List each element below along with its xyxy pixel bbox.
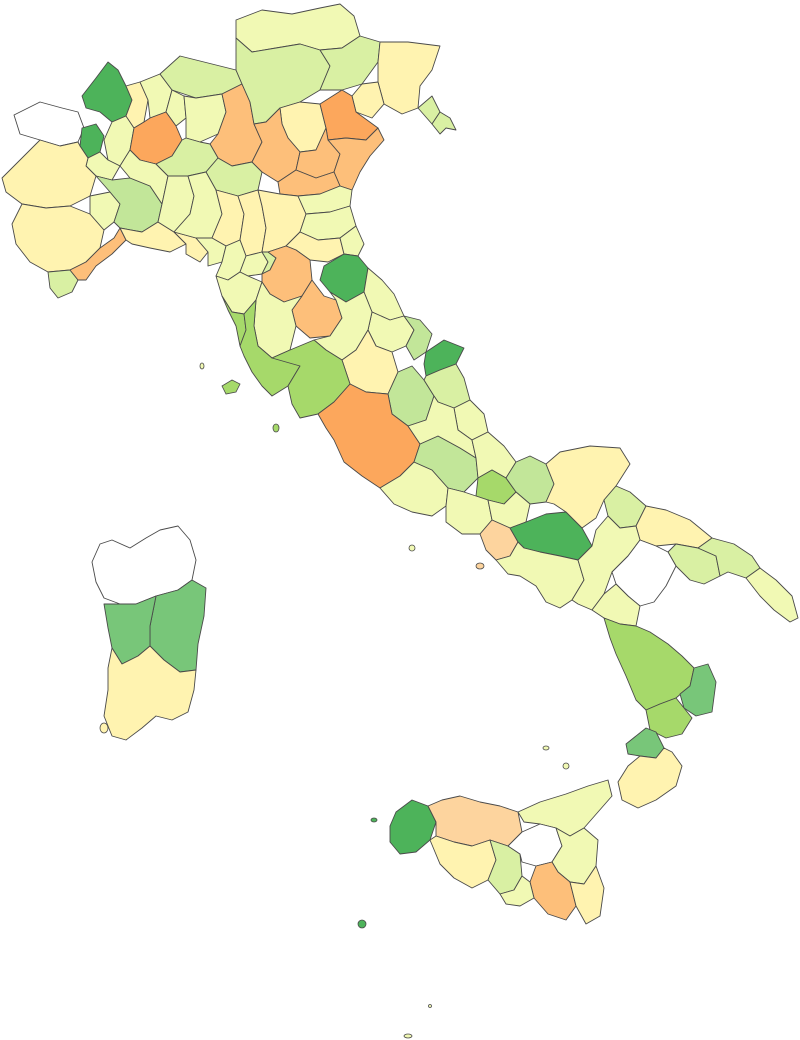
province-lecce bbox=[745, 567, 799, 623]
province-matera bbox=[611, 539, 677, 607]
province-agrigento bbox=[429, 835, 497, 889]
province-sud-sardegna bbox=[103, 645, 197, 741]
island-pantelleria bbox=[357, 919, 367, 929]
island-ponza bbox=[408, 544, 416, 552]
island-capraia bbox=[199, 362, 205, 370]
province-reggio-calabria bbox=[617, 747, 683, 809]
island-linosa bbox=[428, 1004, 432, 1008]
island-ischia bbox=[475, 562, 485, 570]
province-rimini bbox=[339, 225, 365, 257]
province-torino bbox=[1, 139, 97, 209]
island-eolie-2 bbox=[562, 762, 570, 770]
island-egadi-1 bbox=[370, 817, 378, 823]
province-bari bbox=[635, 505, 713, 549]
province-venezia bbox=[327, 127, 385, 191]
island-giglio bbox=[272, 423, 280, 433]
island-eolie-1 bbox=[542, 745, 550, 751]
province-trapani bbox=[389, 799, 437, 855]
island-lampedusa bbox=[403, 1033, 413, 1039]
province-fermo bbox=[403, 315, 433, 361]
province-verbano bbox=[81, 61, 133, 123]
province-aosta-outline bbox=[13, 101, 85, 147]
province-brindisi bbox=[697, 537, 761, 579]
province-foggia bbox=[545, 445, 631, 529]
island-elba bbox=[221, 379, 241, 395]
province-belluno bbox=[319, 35, 381, 91]
island-sant-antioco bbox=[99, 722, 109, 734]
province-siracusa bbox=[569, 865, 605, 925]
province-sicily-south-strip bbox=[499, 875, 535, 907]
province-trieste bbox=[431, 111, 457, 135]
province-crotone bbox=[679, 663, 717, 717]
